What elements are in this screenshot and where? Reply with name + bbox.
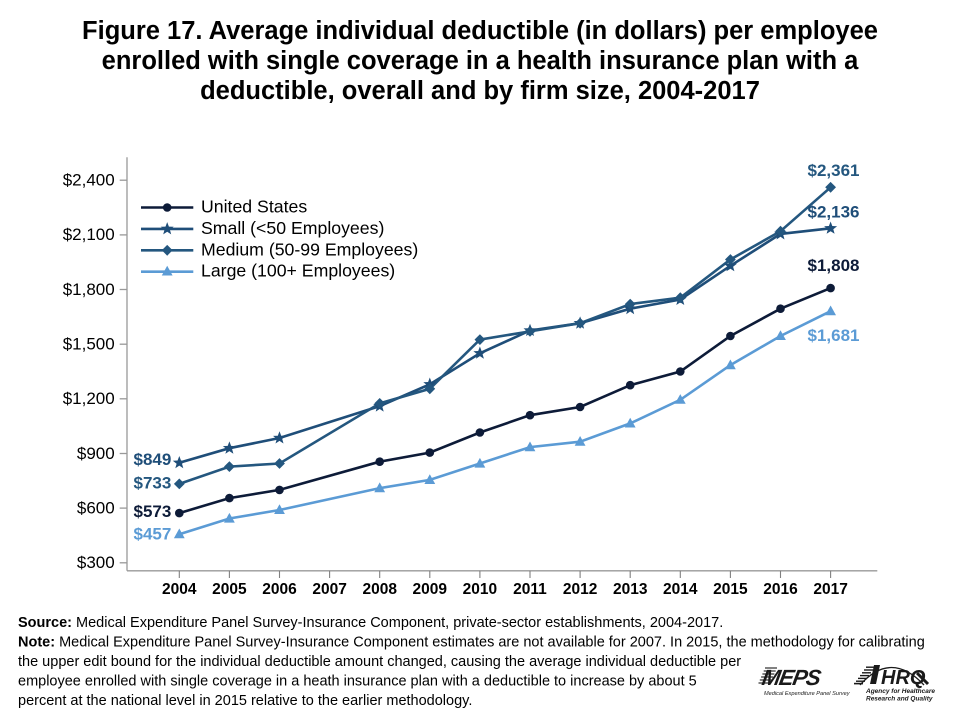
- svg-text:$1,200: $1,200: [63, 389, 115, 408]
- svg-text:2012: 2012: [563, 581, 597, 598]
- svg-text:$2,361: $2,361: [808, 161, 860, 180]
- svg-text:Source: Medical Expenditure Pa: Source: Medical Expenditure Panel Survey…: [18, 615, 723, 631]
- svg-text:$1,800: $1,800: [63, 280, 115, 299]
- svg-text:$2,136: $2,136: [808, 203, 860, 222]
- svg-text:employee enrolled with single: employee enrolled with single coverage i…: [18, 674, 697, 690]
- svg-text:$300: $300: [77, 553, 115, 572]
- svg-text:2008: 2008: [362, 581, 397, 598]
- svg-text:$1,681: $1,681: [808, 326, 860, 345]
- svg-text:Medium (50-99 Employees): Medium (50-99 Employees): [201, 239, 418, 259]
- svg-text:2013: 2013: [613, 581, 648, 598]
- svg-text:2004: 2004: [162, 581, 197, 598]
- svg-text:$733: $733: [134, 474, 172, 493]
- svg-text:$600: $600: [77, 498, 115, 517]
- svg-text:2011: 2011: [513, 581, 547, 598]
- svg-text:2006: 2006: [262, 581, 297, 598]
- svg-text:$2,100: $2,100: [63, 225, 115, 244]
- svg-text:$573: $573: [134, 502, 172, 521]
- svg-text:2015: 2015: [713, 581, 748, 598]
- svg-text:MEPS: MEPS: [760, 665, 823, 690]
- svg-text:2016: 2016: [763, 581, 798, 598]
- svg-text:2014: 2014: [663, 581, 698, 598]
- svg-text:$1,808: $1,808: [808, 256, 860, 275]
- svg-text:Agency for Healthcare: Agency for Healthcare: [865, 688, 935, 695]
- svg-text:Note: Medical Expenditure Pane: Note: Medical Expenditure Panel Survey-I…: [18, 635, 925, 651]
- svg-text:percent at the national level: percent at the national level in 2015 re…: [18, 693, 472, 709]
- svg-text:2017: 2017: [813, 581, 847, 598]
- svg-text:2005: 2005: [212, 581, 247, 598]
- svg-text:$2,400: $2,400: [63, 171, 115, 190]
- svg-text:$849: $849: [134, 450, 172, 469]
- svg-text:2009: 2009: [413, 581, 448, 598]
- svg-text:$457: $457: [134, 525, 172, 544]
- svg-text:HRQ: HRQ: [881, 667, 926, 689]
- svg-text:the upper edit bound for the: the upper edit bound for the individual …: [18, 654, 741, 670]
- svg-text:United States: United States: [201, 197, 307, 217]
- svg-text:$1,500: $1,500: [63, 335, 115, 354]
- svg-text:2007: 2007: [312, 581, 346, 598]
- svg-text:$900: $900: [77, 444, 115, 463]
- svg-text:2010: 2010: [463, 581, 497, 598]
- svg-text:Small (<50 Employees): Small (<50 Employees): [201, 218, 384, 238]
- svg-text:Large (100+ Employees): Large (100+ Employees): [201, 261, 395, 281]
- svg-text:Research and Quality: Research and Quality: [866, 696, 933, 703]
- svg-text:Medical Expenditure Panel Surv: Medical Expenditure Panel Survey: [764, 691, 851, 697]
